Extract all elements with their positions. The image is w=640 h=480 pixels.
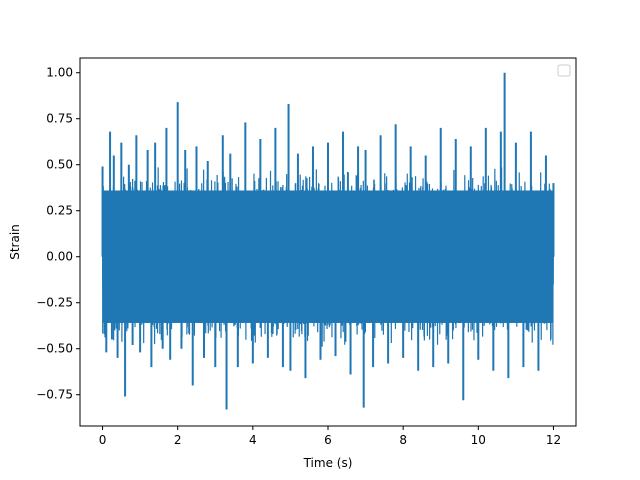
- x-tick-label: 2: [174, 433, 182, 447]
- y-tick-label: −0.50: [36, 342, 73, 356]
- y-tick-label: −0.75: [36, 388, 73, 402]
- x-tick-label: 4: [249, 433, 257, 447]
- y-tick-label: 0.25: [46, 204, 73, 218]
- y-tick-label: −0.25: [36, 296, 73, 310]
- x-tick-label: 8: [399, 433, 407, 447]
- y-tick-label: 0.75: [46, 112, 73, 126]
- x-tick-label: 0: [99, 433, 107, 447]
- x-tick-label: 10: [471, 433, 486, 447]
- y-tick-label: 1.00: [46, 66, 73, 80]
- x-tick-label: 12: [546, 433, 561, 447]
- x-axis-label: Time (s): [303, 456, 353, 470]
- y-tick-label: 0.50: [46, 158, 73, 172]
- y-axis-label: Strain: [8, 224, 22, 260]
- x-axis: 0 2 4 6 8 10 12: [99, 426, 561, 447]
- plot-area: [101, 72, 555, 410]
- x-tick-label: 6: [324, 433, 332, 447]
- legend-box: [557, 64, 571, 77]
- y-tick-label: 0.00: [46, 250, 73, 264]
- y-axis: −0.75 −0.50 −0.25 0.00 0.25 0.50 0.75 1.00: [36, 66, 80, 402]
